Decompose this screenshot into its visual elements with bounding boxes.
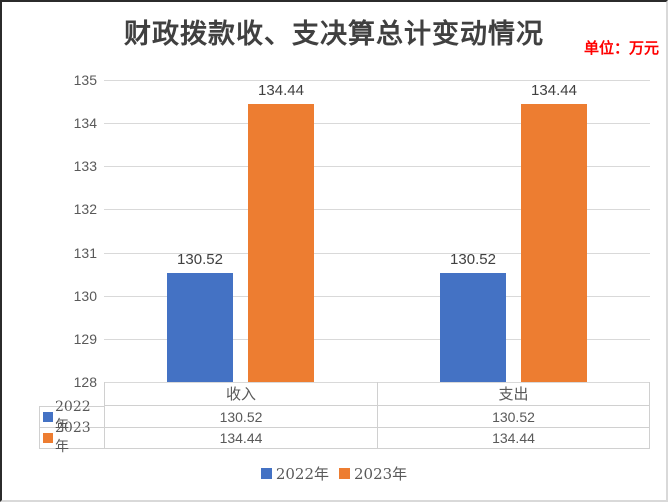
unit-label: 单位：万元 (583, 39, 659, 57)
legend-2022-label: 2022年 (275, 465, 329, 483)
table-header-income: 收入 (104, 382, 377, 406)
chart-title: 财政拨款收、支决算总计变动情况 (124, 19, 544, 50)
bar-2022-expense (440, 273, 506, 382)
table-value-2022-income: 130.52 (104, 406, 377, 428)
gridline-y-132 (104, 209, 650, 211)
y-axis-tick-label: 135 (73, 72, 97, 88)
y-axis-tick-label: 131 (73, 244, 97, 261)
bar-2023-income (248, 104, 314, 382)
y-axis-tick-label: 129 (73, 330, 97, 347)
bar-value-label-2022-expense: 130.52 (450, 251, 496, 269)
bar-value-label-2023-expense: 134.44 (531, 82, 577, 100)
table-key-2022: 2022年 (39, 399, 104, 434)
y-axis-tick-label: 134 (73, 115, 97, 132)
series-2022-label: 2022年 (55, 399, 91, 434)
y-axis-tick-label: 130 (73, 287, 97, 304)
bar-value-label-2022-income: 130.52 (177, 251, 223, 269)
chart-legend: 2022年 2023年 (2, 463, 666, 484)
bar-value-label-2023-income: 134.44 (258, 82, 304, 100)
series-2023-label: 2023年 (55, 420, 91, 455)
gridline-y-129 (104, 338, 650, 340)
y-axis-tick-label: 132 (73, 201, 97, 218)
gridline-y-133 (104, 166, 650, 168)
series-2023-swatch-icon (43, 433, 53, 443)
gridline-y-130 (104, 295, 650, 297)
gridline-y-131 (104, 252, 650, 254)
table-key-2023: 2023年 (39, 420, 104, 455)
table-value-2022-expense: 130.52 (377, 406, 650, 428)
legend-2023-label: 2023年 (354, 465, 408, 483)
bar-2022-income (167, 273, 233, 382)
legend-item-2022: 2022年 (260, 463, 329, 484)
legend-2023-swatch-icon (339, 468, 350, 479)
legend-item-2023: 2023年 (339, 463, 407, 484)
series-2022-swatch-icon (43, 412, 53, 422)
y-axis-tick-label: 128 (73, 374, 97, 390)
table-value-2023-income: 134.44 (104, 428, 377, 449)
legend-2022-swatch-icon (260, 468, 272, 479)
gridline-y-135 (104, 80, 650, 81)
table-header-expense: 支出 (377, 382, 650, 406)
gridline-y-134 (104, 123, 650, 125)
bar-2023-expense (521, 104, 587, 382)
table-value-2023-expense: 134.44 (377, 428, 650, 449)
y-axis-tick-label: 133 (73, 158, 97, 175)
